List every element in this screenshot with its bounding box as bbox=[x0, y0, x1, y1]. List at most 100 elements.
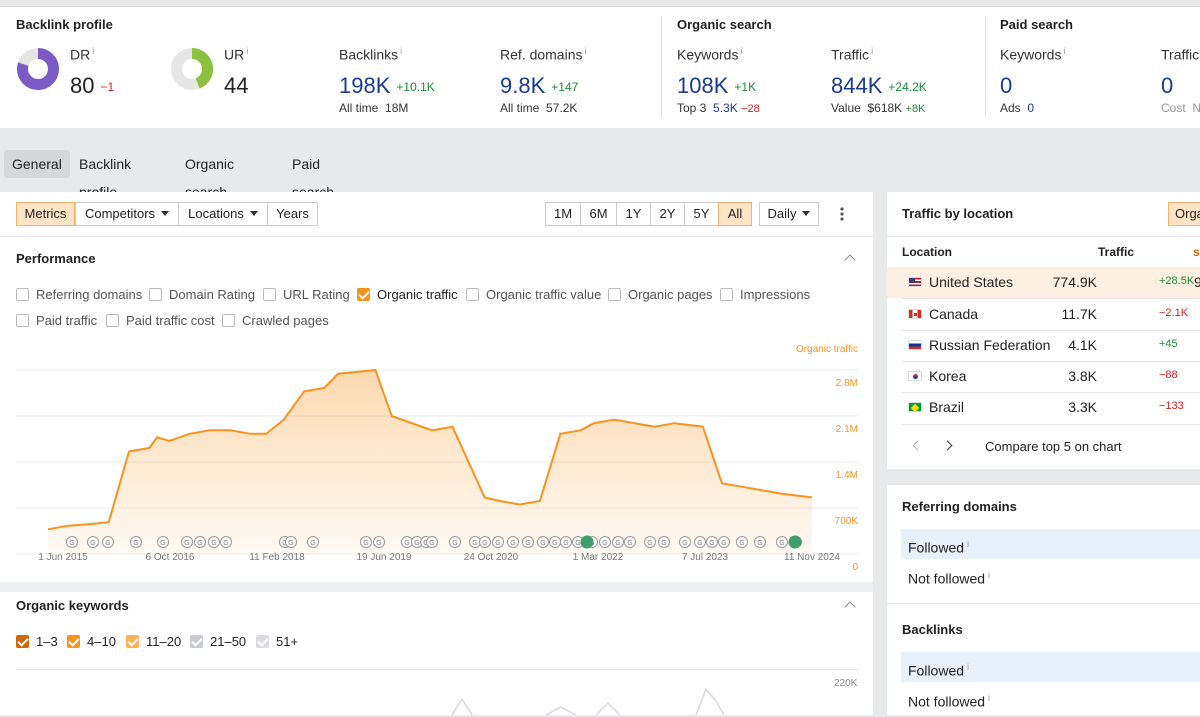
checkbox-pos-21-50[interactable]: 21–50 bbox=[190, 634, 246, 649]
tab-paid-search[interactable]: Paid search bbox=[284, 150, 342, 178]
interval-dropdown[interactable]: Daily bbox=[759, 202, 819, 226]
checkbox-pos-4-10[interactable]: 4–10 bbox=[67, 634, 116, 649]
update-marker-icon[interactable]: G bbox=[680, 537, 691, 548]
update-marker-icon[interactable]: G bbox=[450, 537, 461, 548]
checkbox-pos-51-plus[interactable]: 51+ bbox=[256, 634, 298, 649]
range-1y-button[interactable]: 1Y bbox=[616, 202, 651, 226]
update-marker-icon[interactable]: G bbox=[361, 537, 372, 548]
range-6m-button[interactable]: 6M bbox=[580, 202, 617, 226]
range-2y-button[interactable]: 2Y bbox=[650, 202, 685, 226]
column-location[interactable]: Location bbox=[902, 245, 952, 259]
update-marker-icon[interactable]: G bbox=[707, 537, 718, 548]
organic-toggle-button[interactable]: Orga bbox=[1168, 202, 1200, 226]
update-marker-icon[interactable]: G bbox=[561, 537, 572, 548]
update-marker-icon[interactable]: G bbox=[158, 537, 169, 548]
update-marker-icon[interactable]: G bbox=[427, 537, 438, 548]
organic-traffic-value[interactable]: 844K+24.2K bbox=[831, 73, 927, 99]
checkbox-organic-traffic[interactable]: Organic traffic bbox=[357, 287, 458, 302]
tab-organic-search[interactable]: Organic search bbox=[177, 150, 242, 178]
compare-top5-link[interactable]: Compare top 5 on chart bbox=[985, 439, 1122, 454]
update-marker-icon[interactable]: G bbox=[221, 537, 232, 548]
update-marker-icon[interactable]: G bbox=[67, 537, 78, 548]
update-marker-icon[interactable]: G bbox=[645, 537, 656, 548]
location-row[interactable]: Canada 11.7K −2.1K bbox=[887, 299, 1200, 330]
checkbox-domain-rating[interactable]: Domain Rating bbox=[149, 287, 255, 302]
next-page-icon[interactable] bbox=[943, 441, 953, 451]
organic-keywords-value[interactable]: 108K+1K bbox=[677, 73, 756, 99]
update-marker-icon[interactable]: G bbox=[755, 537, 766, 548]
update-marker-icon[interactable]: G bbox=[538, 537, 549, 548]
update-marker-icon[interactable]: G bbox=[600, 537, 611, 548]
update-marker-icon[interactable]: G bbox=[659, 537, 670, 548]
update-marker-icon[interactable]: G bbox=[88, 537, 99, 548]
range-1m-button[interactable]: 1M bbox=[545, 202, 581, 226]
location-row[interactable]: Brazil 3.3K −133 bbox=[887, 392, 1200, 423]
update-marker-icon[interactable]: G bbox=[737, 537, 748, 548]
update-marker-icon[interactable]: G bbox=[470, 537, 481, 548]
update-marker-icon[interactable]: G bbox=[286, 537, 297, 548]
update-marker-icon[interactable] bbox=[581, 536, 594, 549]
paid-traffic-value[interactable]: 0 bbox=[1161, 73, 1173, 99]
metrics-button[interactable]: Metrics bbox=[16, 202, 75, 226]
update-marker-icon[interactable]: G bbox=[613, 537, 624, 548]
checkbox-paid-traffic[interactable]: Paid traffic bbox=[16, 313, 97, 328]
tab-backlink-profile[interactable]: Backlink profile bbox=[71, 150, 139, 178]
update-marker-icon[interactable]: G bbox=[402, 537, 413, 548]
update-marker-icon[interactable]: G bbox=[182, 537, 193, 548]
column-traffic[interactable]: Traffic bbox=[1098, 245, 1134, 259]
range-5y-button[interactable]: 5Y bbox=[684, 202, 719, 226]
ref-domains-value[interactable]: 9.8K+147 bbox=[500, 73, 578, 99]
update-marker-icon[interactable] bbox=[789, 536, 802, 549]
collapse-icon[interactable] bbox=[844, 601, 855, 612]
update-marker-icon[interactable]: G bbox=[719, 537, 730, 548]
backlinks-value[interactable]: 198K+10.1K bbox=[339, 73, 435, 99]
update-marker-icon[interactable]: G bbox=[103, 537, 114, 548]
location-row[interactable]: Korea 3.8K −88 bbox=[887, 361, 1200, 392]
checkbox-paid-traffic-cost[interactable]: Paid traffic cost bbox=[106, 313, 215, 328]
update-marker-icon[interactable]: G bbox=[508, 537, 519, 548]
update-marker-icon[interactable]: G bbox=[523, 537, 534, 548]
update-marker-icon[interactable]: G bbox=[625, 537, 636, 548]
update-marker-icon[interactable]: G bbox=[374, 537, 385, 548]
update-marker-icon[interactable]: G bbox=[695, 537, 706, 548]
collapse-icon[interactable] bbox=[844, 254, 855, 265]
update-marker-icon[interactable]: G bbox=[777, 537, 788, 548]
tab-general[interactable]: General bbox=[4, 150, 70, 178]
range-all-button[interactable]: All bbox=[718, 202, 752, 226]
location-row[interactable]: United States 774.9K +28.5K 9 bbox=[887, 267, 1200, 298]
update-marker-icon[interactable]: G bbox=[308, 537, 319, 548]
checkbox-pos-11-20[interactable]: 11–20 bbox=[126, 634, 181, 649]
paid-keywords-value[interactable]: 0 bbox=[1000, 73, 1012, 99]
more-options-icon[interactable] bbox=[840, 206, 844, 222]
update-marker-icon[interactable]: G bbox=[480, 537, 491, 548]
competitors-dropdown[interactable]: Competitors bbox=[75, 202, 179, 226]
checkbox-impressions[interactable]: Impressions bbox=[720, 287, 810, 302]
update-marker-icon[interactable]: G bbox=[131, 537, 142, 548]
checkbox-referring-domains[interactable]: Referring domains bbox=[16, 287, 142, 302]
years-button[interactable]: Years bbox=[267, 202, 318, 226]
checkbox-url-rating[interactable]: URL Rating bbox=[263, 287, 350, 302]
locations-dropdown[interactable]: Locations bbox=[178, 202, 268, 226]
checkbox-organic-pages[interactable]: Organic pages bbox=[608, 287, 713, 302]
update-marker-icon[interactable]: G bbox=[493, 537, 504, 548]
update-marker-icon[interactable]: G bbox=[550, 537, 561, 548]
checkbox-pos-1-3[interactable]: 1–3 bbox=[16, 634, 58, 649]
prev-page-icon[interactable] bbox=[913, 441, 923, 451]
location-row[interactable]: Russian Federation 4.1K +45 bbox=[887, 330, 1200, 361]
update-marker-icon[interactable]: G bbox=[195, 537, 206, 548]
checkbox-organic-traffic-value[interactable]: Organic traffic value bbox=[466, 287, 601, 302]
update-marker-icon[interactable]: G bbox=[209, 537, 220, 548]
